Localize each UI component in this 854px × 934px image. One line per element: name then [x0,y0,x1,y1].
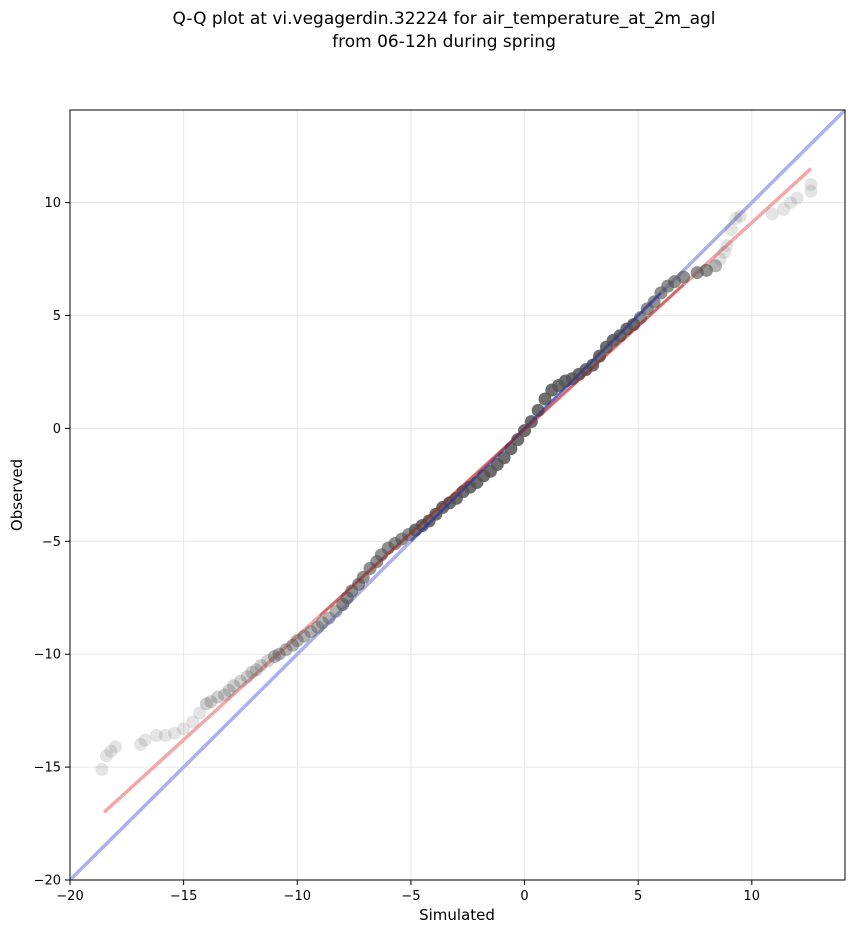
data-point-17 [227,679,241,693]
data-point-11 [193,706,207,720]
fit-line-dense-segment [319,283,685,617]
y-tick-label-5: 5 [53,309,61,324]
data-point-6 [149,728,163,742]
data-point-92 [720,238,734,252]
data-point-101 [804,178,818,192]
data-point-22 [254,658,268,672]
x-axis-ticks: −20 −15 −10 −5 0 5 10 [56,880,760,904]
x-tick-label-1: −15 [170,889,197,904]
y-axis-ticks: −20 −15 −10 −5 0 5 10 [34,196,70,889]
data-point-12 [199,697,213,711]
data-point-66 [538,392,552,406]
data-point-98 [783,196,797,210]
data-point-19 [240,670,254,684]
data-point-24 [268,649,282,663]
data-point-63 [518,424,532,438]
data-point-23 [261,654,275,668]
data-point-62 [511,433,525,447]
data-point-20 [245,665,259,679]
data-point-16 [222,683,236,697]
dense-region-overlay [319,283,685,617]
x-tick-label-4: 0 [520,889,528,904]
plot-frame [69,109,846,881]
chart-title: Q-Q plot at vi.vegagerdin.32224 for air_… [172,9,715,29]
data-point-3 [108,740,122,754]
data-point-82 [647,295,661,309]
data-point-2 [104,744,118,758]
data-point-89 [708,259,722,273]
data-point-31 [311,620,325,634]
data-point-100 [804,184,818,198]
data-point-1 [99,749,113,763]
y-axis-label: Observed [8,459,26,531]
data-point-27 [286,638,300,652]
x-tick-label-0: −20 [56,889,83,904]
data-point-10 [186,715,200,729]
data-point-74 [593,349,607,363]
data-point-9 [177,722,191,736]
data-point-94 [729,211,743,225]
data-point-96 [765,207,779,221]
data-point-28 [290,634,304,648]
data-point-13 [204,695,218,709]
data-point-73 [586,358,600,372]
identity-line-dense-segment [410,292,662,543]
y-tick-label-2: −10 [34,648,61,663]
data-point-4 [133,738,147,752]
data-point-32 [315,616,329,630]
data-point-7 [158,728,172,742]
y-tick-label-1: −15 [34,761,61,776]
data-point-95 [733,209,747,223]
data-point-60 [497,451,511,465]
data-point-88 [699,263,713,277]
y-tick-label-3: −5 [42,535,61,550]
data-point-97 [777,202,791,216]
y-tick-label-6: 10 [44,196,61,211]
data-point-5 [138,733,152,747]
data-point-99 [790,191,804,205]
data-point-25 [272,647,286,661]
data-point-15 [218,688,232,702]
data-point-39 [356,570,370,584]
data-point-29 [297,629,311,643]
data-point-8 [168,726,182,740]
chart-subtitle: from 06-12h during spring [332,32,556,52]
x-axis-label: Simulated [419,906,495,924]
data-point-86 [677,270,691,284]
y-tick-label-4: 0 [53,422,61,437]
data-point-33 [322,611,336,625]
x-tick-label-2: −10 [284,889,311,904]
data-point-90 [713,252,727,266]
data-point-21 [249,663,263,677]
data-point-91 [718,245,732,259]
data-point-14 [211,690,225,704]
data-point-0 [95,762,109,776]
data-point-65 [531,403,545,417]
grid-lines [69,110,845,881]
x-tick-label-3: −5 [401,889,420,904]
data-point-80 [633,311,647,325]
data-points [95,178,818,776]
x-tick-label-6: 10 [744,889,761,904]
data-point-30 [304,625,318,639]
y-tick-label-0: −20 [34,874,61,889]
data-point-26 [279,643,293,657]
data-point-93 [724,223,738,237]
data-point-18 [233,674,247,688]
x-tick-label-5: 5 [634,889,642,904]
